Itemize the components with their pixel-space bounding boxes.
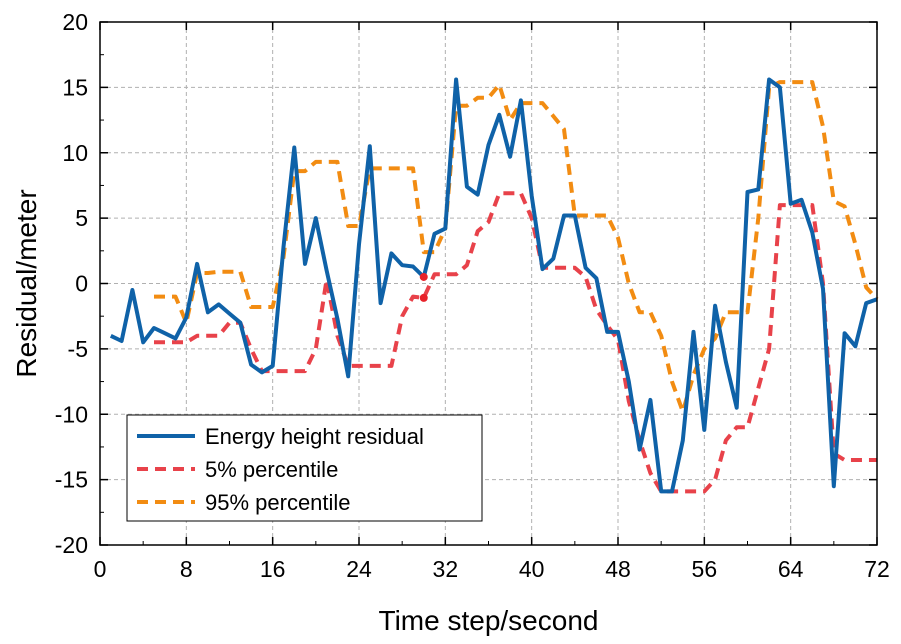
series-line-2 <box>154 80 879 414</box>
x-tick-label: 0 <box>94 556 107 582</box>
x-tick-label: 16 <box>260 556 286 582</box>
x-tick-label: 8 <box>180 556 193 582</box>
x-tick-label: 48 <box>605 556 631 582</box>
y-tick-label: 10 <box>62 140 88 166</box>
marker-point <box>419 272 428 281</box>
tick-labels: 0 8 16 24 32 40 48 56 64 72 -20 -15 -10 -5 0 5 10 15 20 <box>55 9 890 582</box>
y-axis-title: Residual/meter <box>11 189 42 377</box>
x-tick-label: 24 <box>346 556 372 582</box>
y-tick-label: 15 <box>62 74 88 100</box>
x-tick-label: 32 <box>433 556 459 582</box>
x-tick-label: 72 <box>864 556 890 582</box>
x-axis-title: Time step/second <box>379 605 599 636</box>
x-tick-label: 64 <box>778 556 804 582</box>
legend-box <box>126 414 483 522</box>
x-tick-label: 40 <box>519 556 545 582</box>
axis-ticks <box>99 21 878 546</box>
y-tick-label: 0 <box>75 271 88 297</box>
markers-layer <box>419 272 428 302</box>
y-tick-label: -5 <box>68 336 88 362</box>
legend-label-0: Energy height residual <box>205 424 424 449</box>
x-tick-label: 56 <box>692 556 718 582</box>
legend-entries: Energy height residual 5% percentile 95% p… <box>137 424 424 515</box>
y-tick-label: 20 <box>62 9 88 35</box>
series-line-0 <box>109 77 878 494</box>
legend-label-2: 95% percentile <box>205 490 351 515</box>
legend: Energy height residual 5% percentile 95% p… <box>126 414 483 522</box>
y-tick-label: -15 <box>55 467 88 493</box>
y-tick-label: -20 <box>55 532 88 558</box>
y-tick-label: 5 <box>75 205 88 231</box>
y-tick-label: -10 <box>55 401 88 427</box>
legend-label-1: 5% percentile <box>205 457 338 482</box>
marker-point <box>419 293 428 302</box>
series-layer <box>109 77 879 494</box>
